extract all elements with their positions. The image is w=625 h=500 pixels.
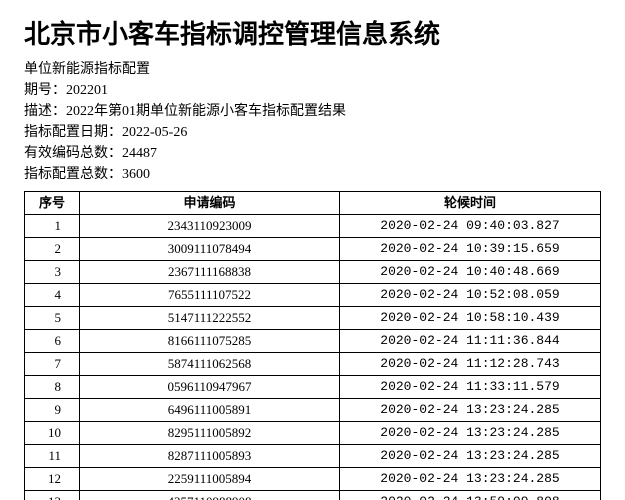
cell-time: 2020-02-24 10:52:08.059 (340, 284, 601, 307)
cell-seq: 13 (25, 491, 80, 500)
meta-line-date: 指标配置日期：2022-05-26 (24, 122, 601, 143)
page-title: 北京市小客车指标调控管理信息系统 (24, 14, 601, 51)
cell-seq: 4 (25, 284, 80, 307)
table-row: 805961109479672020-02-24 11:33:11.579 (25, 376, 601, 399)
table-row: 323671111688382020-02-24 10:40:48.669 (25, 261, 601, 284)
meta-line-desc: 描述：2022年第01期单位新能源小客车指标配置结果 (24, 101, 601, 122)
cell-seq: 1 (25, 215, 80, 238)
meta-value: 2022年第01期单位新能源小客车指标配置结果 (66, 104, 346, 119)
cell-time: 2020-02-24 10:40:48.669 (340, 261, 601, 284)
cell-code: 7655111107522 (80, 284, 340, 307)
cell-code: 8166111075285 (80, 330, 340, 353)
meta-value: 202201 (66, 83, 108, 98)
cell-time: 2020-02-24 10:58:10.439 (340, 307, 601, 330)
cell-seq: 5 (25, 307, 80, 330)
cell-time: 2020-02-24 13:23:24.285 (340, 468, 601, 491)
cell-code: 2343110923009 (80, 215, 340, 238)
col-seq: 序号 (25, 192, 80, 215)
table-row: 476551111075222020-02-24 10:52:08.059 (25, 284, 601, 307)
col-time: 轮候时间 (340, 192, 601, 215)
meta-line-quota-count: 指标配置总数：3600 (24, 164, 601, 185)
cell-code: 6496111005891 (80, 399, 340, 422)
meta-line-type: 单位新能源指标配置 (24, 59, 601, 80)
cell-time: 2020-02-24 13:23:24.285 (340, 445, 601, 468)
cell-time: 2020-02-24 11:11:36.844 (340, 330, 601, 353)
meta-value: 3600 (122, 167, 150, 182)
table-row: 758741110625682020-02-24 11:12:28.743 (25, 353, 601, 376)
table-row: 1343571109889082020-02-24 13:59:09.808 (25, 491, 601, 500)
col-code: 申请编码 (80, 192, 340, 215)
cell-seq: 3 (25, 261, 80, 284)
cell-code: 5874111062568 (80, 353, 340, 376)
cell-seq: 7 (25, 353, 80, 376)
cell-code: 8295111005892 (80, 422, 340, 445)
cell-time: 2020-02-24 13:23:24.285 (340, 399, 601, 422)
meta-label: 描述： (24, 104, 66, 119)
cell-code: 5147111222552 (80, 307, 340, 330)
meta-label: 指标配置总数： (24, 167, 122, 182)
cell-seq: 9 (25, 399, 80, 422)
meta-block: 单位新能源指标配置 期号：202201 描述：2022年第01期单位新能源小客车… (24, 59, 601, 185)
cell-code: 0596110947967 (80, 376, 340, 399)
cell-code: 3009111078494 (80, 238, 340, 261)
cell-seq: 12 (25, 468, 80, 491)
cell-time: 2020-02-24 13:59:09.808 (340, 491, 601, 500)
table-row: 964961110058912020-02-24 13:23:24.285 (25, 399, 601, 422)
cell-seq: 10 (25, 422, 80, 445)
table-row: 681661110752852020-02-24 11:11:36.844 (25, 330, 601, 353)
meta-value: 单位新能源指标配置 (24, 62, 150, 77)
cell-seq: 11 (25, 445, 80, 468)
meta-value: 2022-05-26 (122, 125, 187, 140)
cell-code: 8287111005893 (80, 445, 340, 468)
cell-seq: 8 (25, 376, 80, 399)
cell-seq: 6 (25, 330, 80, 353)
table-row: 1222591110058942020-02-24 13:23:24.285 (25, 468, 601, 491)
meta-line-period: 期号：202201 (24, 80, 601, 101)
cell-time: 2020-02-24 11:12:28.743 (340, 353, 601, 376)
meta-line-valid-count: 有效编码总数：24487 (24, 143, 601, 164)
cell-time: 2020-02-24 13:23:24.285 (340, 422, 601, 445)
cell-code: 2367111168838 (80, 261, 340, 284)
cell-seq: 2 (25, 238, 80, 261)
cell-code: 2259111005894 (80, 468, 340, 491)
cell-code: 4357110988908 (80, 491, 340, 500)
meta-label: 指标配置日期： (24, 125, 122, 140)
cell-time: 2020-02-24 09:40:03.827 (340, 215, 601, 238)
table-row: 123431109230092020-02-24 09:40:03.827 (25, 215, 601, 238)
cell-time: 2020-02-24 11:33:11.579 (340, 376, 601, 399)
table-row: 551471112225522020-02-24 10:58:10.439 (25, 307, 601, 330)
table-row: 1082951110058922020-02-24 13:23:24.285 (25, 422, 601, 445)
results-table: 序号 申请编码 轮候时间 123431109230092020-02-24 09… (24, 191, 601, 500)
table-header-row: 序号 申请编码 轮候时间 (25, 192, 601, 215)
meta-label: 有效编码总数： (24, 146, 122, 161)
table-row: 230091110784942020-02-24 10:39:15.659 (25, 238, 601, 261)
meta-value: 24487 (122, 146, 157, 161)
table-body: 123431109230092020-02-24 09:40:03.827230… (25, 215, 601, 500)
meta-label: 期号： (24, 83, 66, 98)
table-row: 1182871110058932020-02-24 13:23:24.285 (25, 445, 601, 468)
cell-time: 2020-02-24 10:39:15.659 (340, 238, 601, 261)
